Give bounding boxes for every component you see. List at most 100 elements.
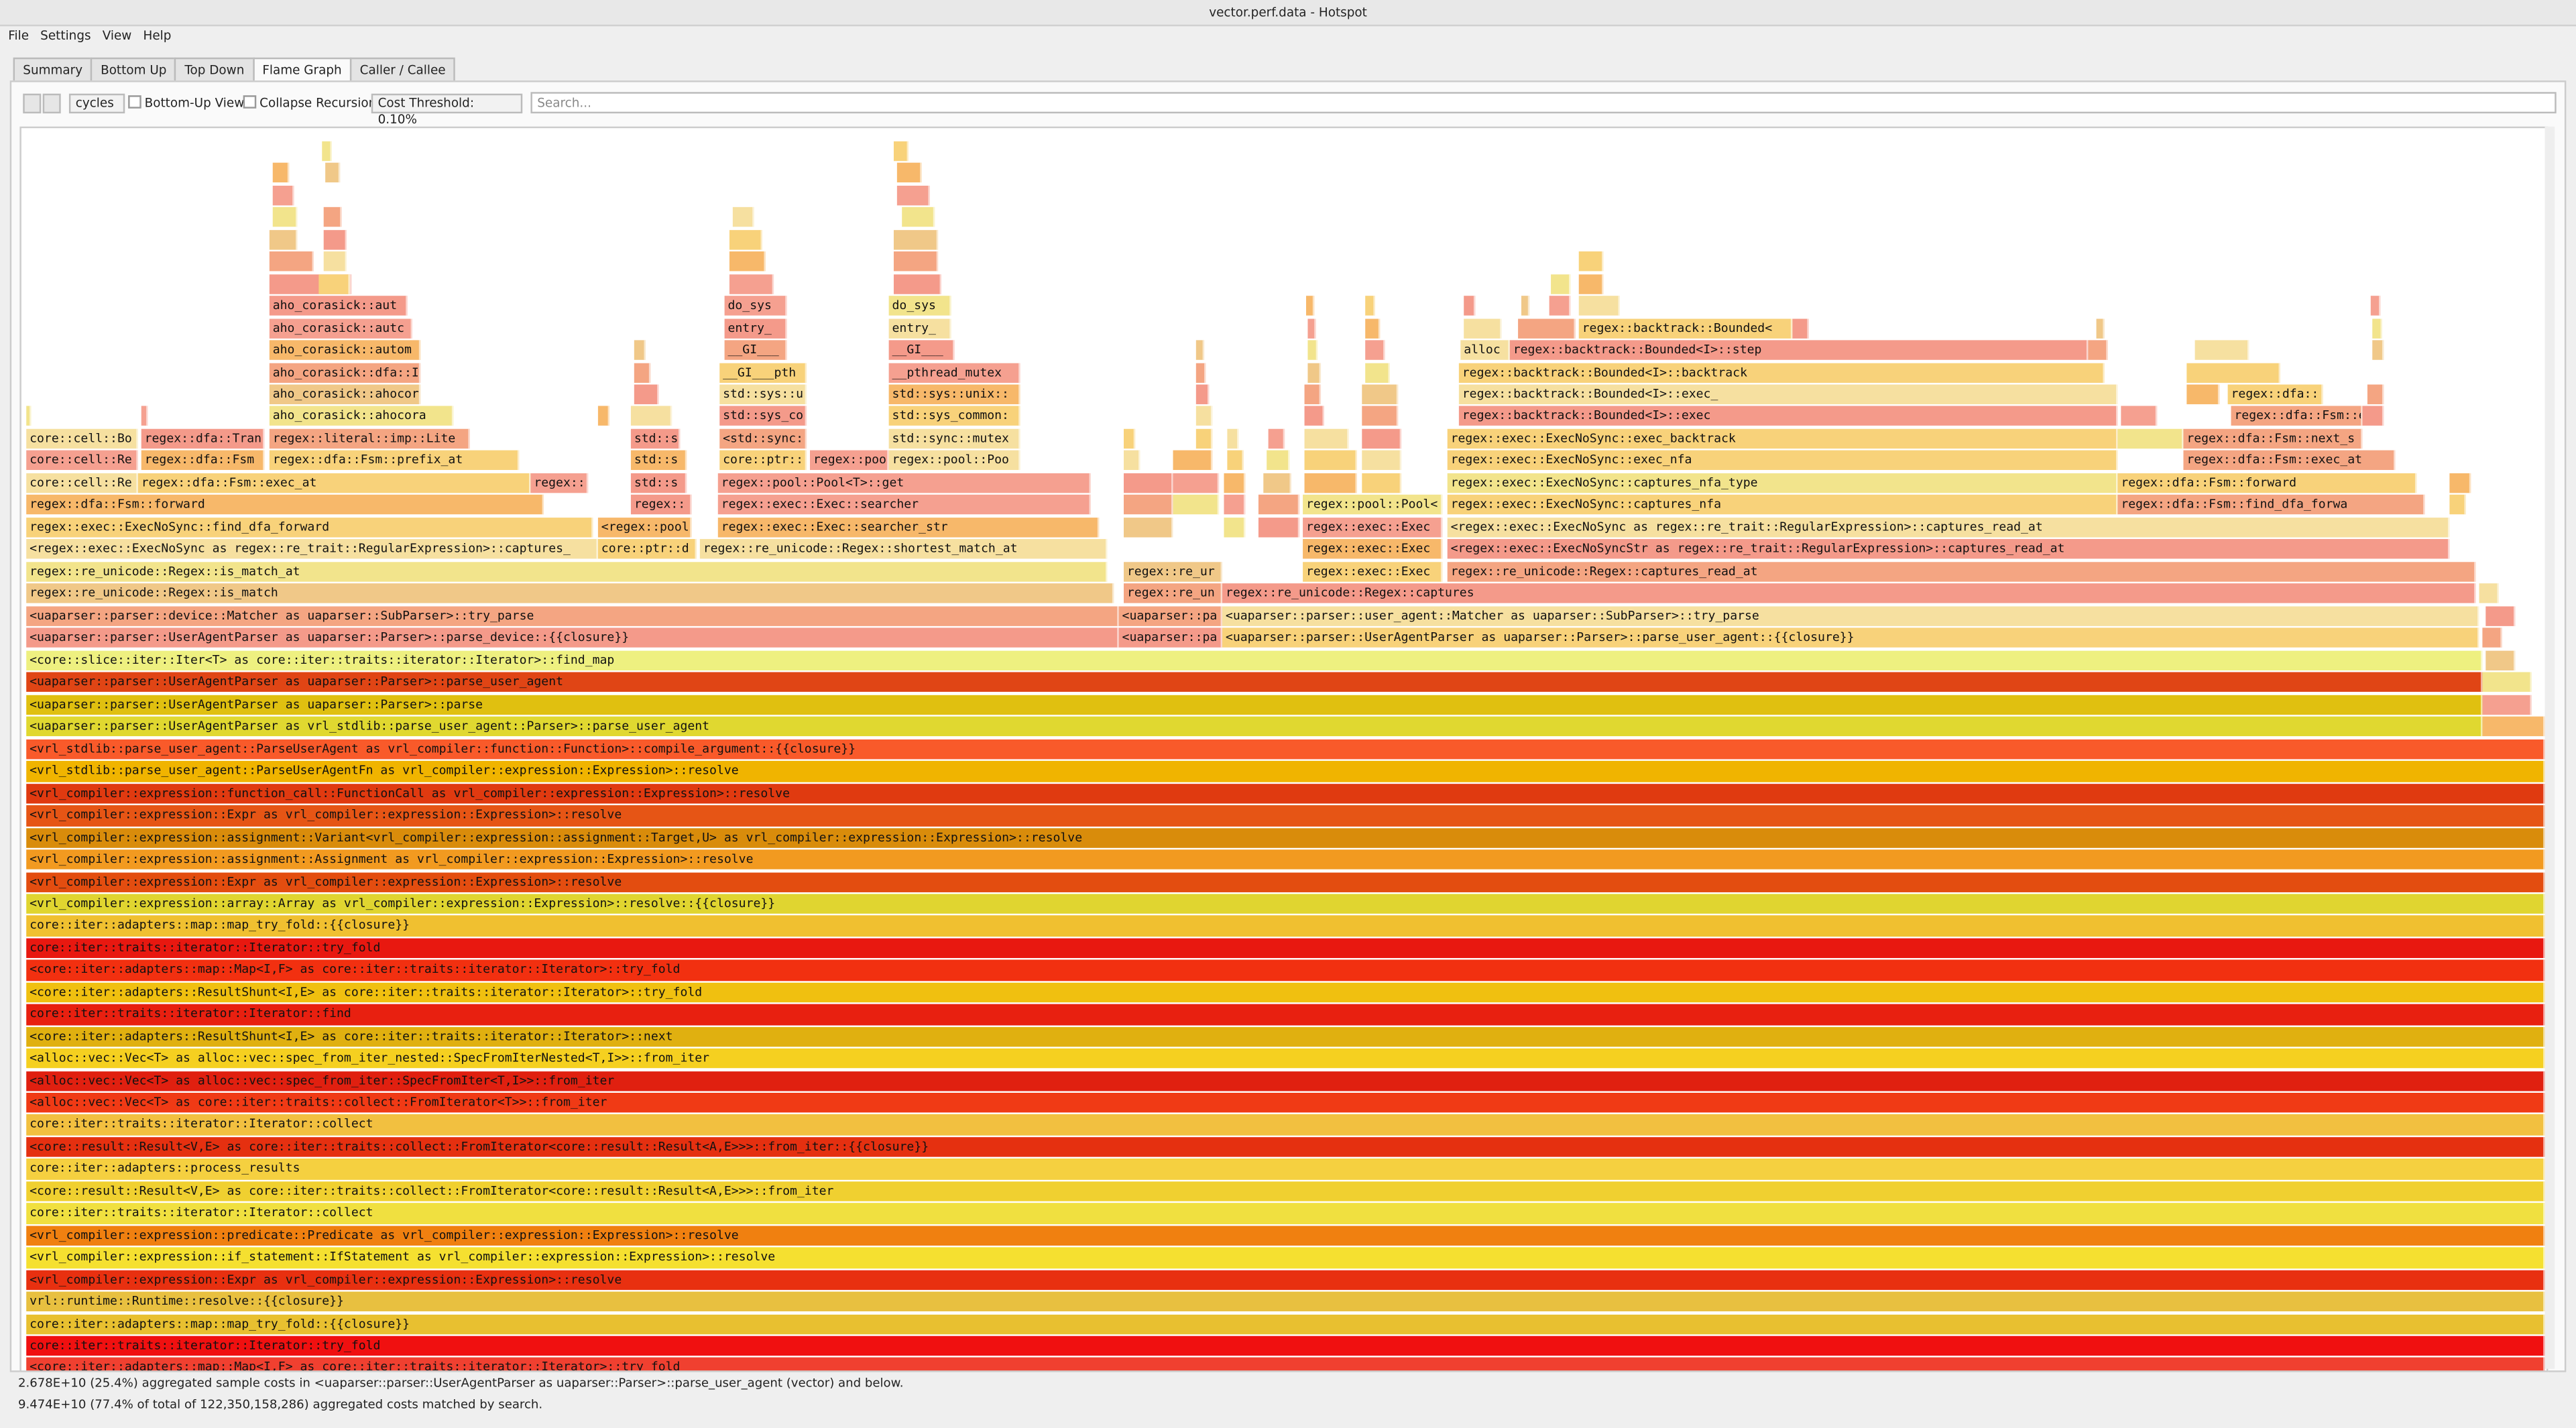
flame-frame[interactable]: <alloc::vec::Vec<T> as alloc::vec::spec_… bbox=[26, 1049, 2545, 1069]
flame-frame[interactable] bbox=[729, 274, 774, 295]
menu-item[interactable]: View bbox=[102, 27, 132, 43]
flame-frame[interactable] bbox=[269, 251, 314, 272]
flame-frame[interactable]: <uaparser::pa bbox=[1118, 627, 1223, 648]
flame-frame[interactable]: <uaparser::parser::UserAgentParser as ua… bbox=[26, 627, 1119, 648]
flame-frame[interactable] bbox=[323, 229, 347, 251]
flame-frame[interactable]: <core::slice::iter::Iter<T> as core::ite… bbox=[26, 650, 2483, 671]
flame-frame[interactable] bbox=[1304, 428, 1349, 449]
flame-frame[interactable]: regex::dfa::Fsm::next_s bbox=[2183, 428, 2363, 449]
flame-frame[interactable] bbox=[1227, 428, 1239, 449]
flame-frame[interactable] bbox=[1124, 473, 1173, 493]
flame-frame[interactable] bbox=[1263, 473, 1291, 493]
flame-frame[interactable]: <alloc::vec::Vec<T> as core::iter::trait… bbox=[26, 1092, 2545, 1114]
flame-frame[interactable]: <regex::exec::ExecNoSync as regex::re_tr… bbox=[1447, 517, 2450, 538]
flame-frame[interactable]: aho_corasick::aut bbox=[269, 295, 408, 316]
flame-frame[interactable]: std::s bbox=[630, 473, 687, 493]
flame-frame[interactable]: <regex::exec::ExecNoSyncStr as regex::re… bbox=[1447, 538, 2450, 559]
flame-frame[interactable] bbox=[1549, 295, 1571, 316]
flame-frame[interactable] bbox=[1173, 473, 1220, 493]
flame-frame[interactable]: regex::exec::Exec bbox=[1303, 561, 1443, 583]
flame-frame[interactable]: do_sys bbox=[724, 295, 787, 316]
flame-frame[interactable]: core::ptr::d bbox=[597, 538, 697, 559]
flame-frame[interactable] bbox=[2372, 339, 2384, 361]
flame-frame[interactable]: aho_corasick::ahocora bbox=[269, 405, 454, 426]
flame-frame[interactable]: regex::re_unicode::Regex::captures bbox=[1222, 583, 2476, 604]
flame-frame[interactable]: std::sys::unix:: bbox=[888, 384, 1020, 405]
flame-frame[interactable]: core::iter::traits::iterator::Iterator::… bbox=[26, 1004, 2545, 1025]
tab[interactable]: Top Down bbox=[174, 57, 255, 82]
threshold-spinbox[interactable]: Cost Threshold: 0.10% bbox=[371, 93, 523, 127]
flame-frame[interactable] bbox=[272, 185, 294, 206]
flame-frame[interactable] bbox=[893, 229, 939, 251]
flame-frame[interactable]: std::sync::mutex bbox=[888, 428, 1020, 449]
flame-frame[interactable] bbox=[1464, 318, 1502, 339]
flame-frame[interactable]: regex::backtrack::Bounded<I>::exec bbox=[1458, 405, 2118, 426]
flame-frame[interactable]: regex::pool::Poo bbox=[888, 450, 1020, 471]
flame-frame[interactable] bbox=[1578, 251, 1604, 272]
flame-frame[interactable]: core::ptr:: bbox=[719, 450, 807, 471]
flame-frame[interactable] bbox=[1195, 405, 1213, 426]
flame-frame[interactable]: __pthread_mutex bbox=[888, 363, 1020, 383]
flame-frame[interactable] bbox=[1267, 450, 1290, 471]
flame-frame[interactable]: do_sys bbox=[888, 295, 951, 316]
flame-frame[interactable]: <vrl_compiler::expression::assignment::A… bbox=[26, 849, 2545, 870]
flame-frame[interactable]: std::sys_common: bbox=[888, 405, 1020, 426]
flame-frame[interactable]: regex::exec::ExecNoSync::find_dfa_forwar… bbox=[26, 517, 593, 538]
flame-frame[interactable]: core::cell::Re bbox=[26, 473, 138, 493]
flame-frame[interactable] bbox=[272, 162, 290, 183]
flame-frame[interactable]: regex::re_un bbox=[1124, 583, 1223, 604]
tab[interactable]: Bottom Up bbox=[91, 57, 177, 82]
flame-frame[interactable] bbox=[1195, 339, 1205, 361]
flame-frame[interactable] bbox=[1195, 363, 1206, 383]
flame-frame[interactable]: <vrl_compiler::expression::predicate::Pr… bbox=[26, 1225, 2545, 1246]
flame-frame[interactable] bbox=[1365, 318, 1381, 339]
flame-frame[interactable] bbox=[2117, 428, 2184, 449]
flame-frame[interactable]: regex::exec::ExecNoSync::exec_backtrack bbox=[1447, 428, 2118, 449]
flame-frame[interactable] bbox=[1551, 274, 1571, 295]
flame-frame[interactable]: core::iter::adapters::process_results bbox=[26, 1158, 2545, 1180]
flame-frame[interactable]: core::iter::traits::iterator::Iterator::… bbox=[26, 1335, 2545, 1356]
flame-frame[interactable]: <vrl_stdlib::parse_user_agent::ParseUser… bbox=[26, 761, 2545, 782]
flame-frame[interactable] bbox=[1518, 318, 1576, 339]
flame-frame[interactable] bbox=[2362, 405, 2384, 426]
flame-frame[interactable] bbox=[2186, 384, 2220, 405]
flame-frame[interactable]: core::cell::Bo bbox=[26, 428, 138, 449]
flame-frame[interactable]: regex::pool::Pool<T>::get bbox=[717, 473, 1091, 493]
flame-frame[interactable] bbox=[1365, 295, 1375, 316]
flame-frame[interactable] bbox=[322, 141, 332, 162]
flame-frame[interactable] bbox=[1258, 517, 1300, 538]
flame-frame[interactable]: regex::dfa::Fsm::exec_at bbox=[137, 473, 531, 493]
flame-frame[interactable]: regex::exec::ExecNoSync::captures_nfa bbox=[1447, 494, 2118, 515]
flame-frame[interactable]: <vrl_compiler::expression::Expr as vrl_c… bbox=[26, 872, 2545, 892]
flame-frame[interactable]: <vrl_stdlib::parse_user_agent::ParseUser… bbox=[26, 739, 2545, 760]
flame-frame[interactable]: <vrl_compiler::expression::if_statement:… bbox=[26, 1247, 2545, 1268]
flame-frame[interactable] bbox=[323, 251, 347, 272]
flame-frame[interactable]: <uaparser::pa bbox=[1118, 605, 1223, 627]
flame-frame[interactable]: <uaparser::parser::UserAgentParser as vr… bbox=[26, 716, 2483, 737]
flame-frame[interactable] bbox=[323, 206, 342, 227]
flame-frame[interactable] bbox=[1365, 339, 1385, 361]
flame-frame[interactable] bbox=[1362, 428, 1402, 449]
flame-frame[interactable]: regex::dfa::Fsm::exec_at bbox=[2183, 450, 2396, 471]
flame-frame[interactable]: regex::re_unicode::Regex::captures_read_… bbox=[1447, 561, 2476, 583]
flame-frame[interactable]: std::s bbox=[630, 428, 681, 449]
flame-frame[interactable]: <core::result::Result<V,E> as core::iter… bbox=[26, 1136, 2545, 1158]
flame-frame[interactable]: regex::re_unicode::Regex::is_match bbox=[26, 583, 1114, 604]
flame-frame[interactable] bbox=[2482, 672, 2532, 693]
flame-frame[interactable] bbox=[893, 141, 909, 162]
flame-frame[interactable] bbox=[2482, 627, 2502, 648]
menu-item[interactable]: Help bbox=[143, 27, 172, 43]
flame-frame[interactable] bbox=[1578, 274, 1604, 295]
flame-frame[interactable] bbox=[893, 274, 942, 295]
flame-frame[interactable]: <core::result::Result<V,E> as core::iter… bbox=[26, 1181, 2545, 1202]
flame-frame[interactable]: regex::exec::Exec bbox=[1303, 517, 1443, 538]
flame-frame[interactable]: vrl::runtime::Runtime::resolve::{{closur… bbox=[26, 1291, 2545, 1313]
flame-frame[interactable] bbox=[318, 274, 350, 295]
flame-frame[interactable] bbox=[2096, 318, 2105, 339]
flame-frame[interactable] bbox=[1307, 339, 1318, 361]
flame-frame[interactable]: std::sys::u bbox=[719, 384, 807, 405]
flame-frame[interactable] bbox=[325, 162, 341, 183]
tab[interactable]: Flame Graph bbox=[252, 57, 352, 82]
flame-frame[interactable]: <vrl_compiler::expression::assignment::V… bbox=[26, 827, 2545, 848]
flame-frame[interactable]: <uaparser::parser::user_agent::Matcher a… bbox=[1222, 605, 2479, 627]
